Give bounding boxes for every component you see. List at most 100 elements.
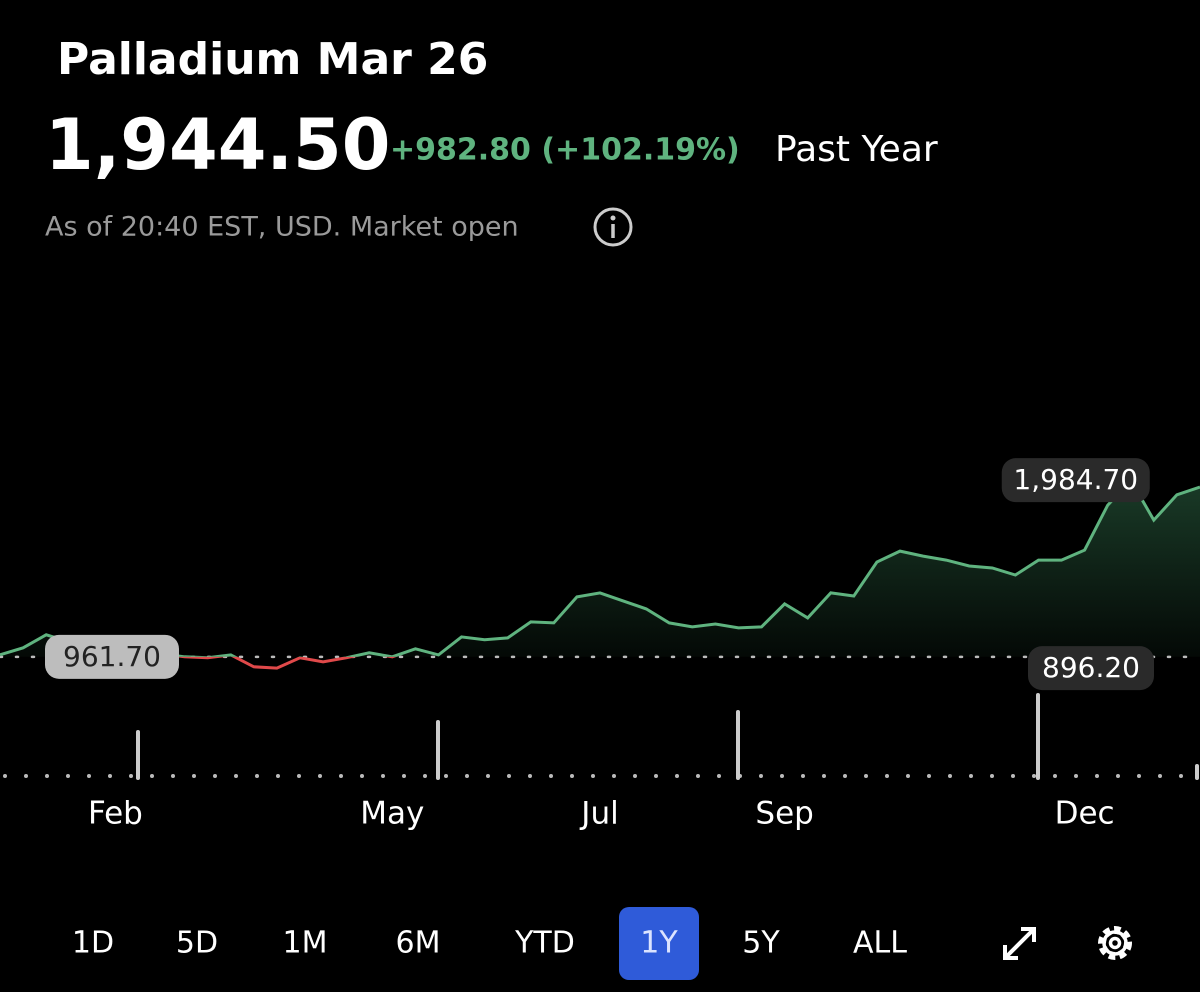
dot: [948, 774, 952, 778]
previous-close-label: 961.70: [63, 640, 161, 673]
x-tick-label: Dec: [1055, 796, 1115, 832]
dot: [612, 774, 616, 778]
dot: [885, 774, 889, 778]
dot: [528, 774, 532, 778]
high-label-bg: [1001, 458, 1150, 503]
dot: [1137, 774, 1141, 778]
dot: [3, 774, 7, 778]
dot: [1095, 774, 1099, 778]
expand-line: [1003, 927, 1036, 960]
dot: [423, 774, 427, 778]
price-line-up: [0, 477, 1200, 657]
info-dot: [610, 215, 616, 221]
x-tick-label: Sep: [755, 796, 813, 832]
dot: [318, 774, 322, 778]
gear-ring: [1102, 930, 1128, 956]
dot: [633, 774, 637, 778]
expand-icon[interactable]: [1003, 927, 1036, 960]
dot: [927, 774, 931, 778]
dot: [465, 774, 469, 778]
dot: [1032, 774, 1036, 778]
dot: [759, 774, 763, 778]
title: Palladium Mar 26: [57, 34, 488, 85]
period: Past Year: [775, 129, 938, 170]
high-label: 1,984.70: [1013, 463, 1138, 496]
dot: [717, 774, 721, 778]
dot: [1011, 774, 1015, 778]
dot: [1116, 774, 1120, 778]
x-tick-label: Jul: [579, 796, 618, 832]
dot: [969, 774, 973, 778]
price: 1,944.50: [45, 104, 390, 186]
dot: [360, 774, 364, 778]
dot: [801, 774, 805, 778]
x-tick-label: Feb: [88, 796, 143, 832]
settings-icon[interactable]: [1098, 926, 1132, 960]
dot: [906, 774, 910, 778]
dot: [24, 774, 28, 778]
range-button[interactable]: 6M: [396, 926, 441, 961]
dot: [675, 774, 679, 778]
range-button[interactable]: 1D: [72, 926, 114, 961]
info-circle: [593, 207, 633, 247]
change: +982.80 (+102.19%): [390, 133, 740, 168]
dot: [87, 774, 91, 778]
range-button[interactable]: 5Y: [742, 926, 780, 961]
volume-markers: [3, 693, 1199, 780]
dot: [696, 774, 700, 778]
dot: [213, 774, 217, 778]
dot: [570, 774, 574, 778]
dot: [192, 774, 196, 778]
range-button[interactable]: YTD: [514, 926, 575, 961]
dot: [780, 774, 784, 778]
gear-hole: [1108, 936, 1122, 950]
dot: [1179, 774, 1183, 778]
gear-teeth: [1098, 926, 1132, 960]
chart: Feb May Jul Sep Dec 1,984.70 961.70 896.20: [0, 458, 1200, 832]
dot: [822, 774, 826, 778]
dot: [486, 774, 490, 778]
dot: [297, 774, 301, 778]
previous-close-label-bg: [45, 634, 179, 679]
area: [0, 480, 1200, 657]
dot: [990, 774, 994, 778]
dot: [171, 774, 175, 778]
dot: [150, 774, 154, 778]
status: As of 20:40 EST, USD. Market open: [45, 212, 519, 243]
dot: [108, 774, 112, 778]
dot: [66, 774, 70, 778]
low-label-bg: [1028, 646, 1154, 691]
dot: [843, 774, 847, 778]
dot: [255, 774, 259, 778]
range-button[interactable]: 1Y: [640, 926, 678, 961]
dot: [864, 774, 868, 778]
selected-range-bg: [619, 907, 699, 980]
dot: [129, 774, 133, 778]
dot: [1053, 774, 1057, 778]
range-button[interactable]: 5D: [176, 926, 218, 961]
info-icon[interactable]: [593, 207, 633, 247]
dot: [339, 774, 343, 778]
low-label: 896.20: [1042, 651, 1140, 684]
dot: [45, 774, 49, 778]
range-button[interactable]: 1M: [283, 926, 328, 961]
dot: [549, 774, 553, 778]
dot: [234, 774, 238, 778]
x-tick-label: May: [360, 796, 424, 832]
price-line-down: [173, 656, 397, 670]
dot: [591, 774, 595, 778]
dot: [402, 774, 406, 778]
dot: [1074, 774, 1078, 778]
range-bar: 1D 5D 1M 6M YTD 1Y 5Y ALL: [72, 926, 907, 961]
range-button[interactable]: ALL: [853, 926, 907, 961]
dot: [1158, 774, 1162, 778]
dot: [444, 774, 448, 778]
dot: [654, 774, 658, 778]
expand-arrow: [1021, 927, 1036, 942]
dot: [507, 774, 511, 778]
expand-arrow: [1003, 945, 1018, 960]
dot: [276, 774, 280, 778]
dot: [381, 774, 385, 778]
